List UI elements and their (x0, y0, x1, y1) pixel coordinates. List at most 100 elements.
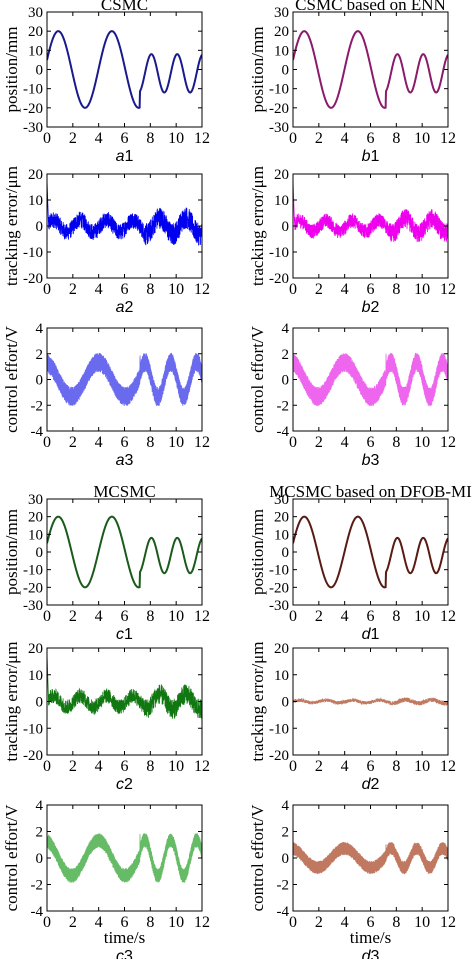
y-tick-label-c1: 0 (36, 545, 44, 561)
x-tick-label-d2: 12 (440, 758, 456, 775)
x-tick-label-c2: 6 (121, 758, 129, 775)
panel-b1: 0 2 4 6 8 10 12 -30 -20 -10 0 10 20 30 position/mm CSMC… (248, 0, 456, 165)
x-tick-label-a1: 2 (69, 130, 77, 147)
y-tick-label-b3: 2 (282, 347, 290, 363)
x-tick-label-d1: 12 (440, 608, 456, 625)
x-tick-label-a1: 0 (43, 130, 51, 147)
panel-label-a3: a3 (116, 452, 134, 469)
y-tick-label-b2: -20 (269, 271, 289, 287)
y-tick-label-a2: 10 (28, 193, 43, 209)
chart-title-c1: MCSMC (93, 482, 155, 501)
series-line-a3 (47, 352, 202, 407)
y-tick-label-b2: 10 (274, 193, 289, 209)
x-tick-label-b1: 4 (341, 130, 349, 147)
x-tick-label-b3: 6 (367, 434, 375, 451)
x-tick-label-c1: 10 (168, 608, 184, 625)
y-axis-label-d2: tracking error/μm (248, 641, 267, 761)
y-tick-label-c3: -4 (31, 904, 44, 920)
panel-a2: 0 2 4 6 8 10 12 -20 -10 0 10 20 tracking error/μm a2 (2, 166, 210, 316)
y-tick-label-a1: -10 (23, 82, 43, 98)
x-tick-label-d1: 4 (341, 608, 349, 625)
y-tick-label-b1: -20 (269, 101, 289, 117)
x-tick-label-a3: 2 (69, 434, 77, 451)
y-tick-label-b2: -10 (269, 245, 289, 261)
x-tick-label-c1: 12 (194, 608, 210, 625)
y-tick-label-d3: -4 (277, 904, 290, 920)
x-axis-label-d3: time/s (350, 928, 392, 947)
y-tick-label-b1: 30 (274, 5, 289, 21)
x-tick-label-b2: 8 (392, 281, 400, 298)
y-tick-label-a2: 20 (28, 167, 43, 183)
y-axis-label-a2: tracking error/μm (2, 166, 21, 286)
panel-a3: 0 2 4 6 8 10 12 -4 -2 0 2 4 control effort/V a3 (2, 321, 210, 469)
x-tick-label-d2: 6 (367, 758, 375, 775)
y-tick-label-c2: 0 (36, 695, 44, 711)
x-tick-label-a3: 8 (146, 434, 154, 451)
x-tick-label-d3: 2 (315, 914, 323, 931)
x-tick-label-a2: 12 (194, 281, 210, 298)
y-axis-label-b2: tracking error/μm (248, 166, 267, 286)
panel-label-d1: d1 (362, 626, 380, 643)
x-tick-label-b1: 12 (440, 130, 456, 147)
x-tick-label-c1: 8 (146, 608, 154, 625)
x-tick-label-d2: 4 (341, 758, 349, 775)
x-tick-label-b1: 10 (414, 130, 430, 147)
y-tick-label-b1: 20 (274, 24, 289, 40)
y-tick-label-d3: 2 (282, 825, 290, 841)
x-tick-label-c2: 2 (69, 758, 77, 775)
x-tick-label-c3: 8 (146, 914, 154, 931)
x-tick-label-a3: 6 (121, 434, 129, 451)
x-tick-label-d3: 6 (367, 914, 375, 931)
y-tick-label-c1: -10 (23, 563, 43, 579)
x-tick-label-d1: 8 (392, 608, 400, 625)
y-tick-label-c2: 10 (28, 668, 43, 684)
panel-b2: 0 2 4 6 8 10 12 -20 -10 0 10 20 tracking error/μm b2 (248, 166, 456, 316)
x-tick-label-d2: 0 (289, 758, 297, 775)
panel-label-d3: d3 (362, 948, 380, 959)
y-tick-label-d2: -10 (269, 721, 289, 737)
x-tick-label-a1: 6 (121, 130, 129, 147)
x-tick-label-b2: 10 (414, 281, 430, 298)
y-tick-label-d3: 4 (282, 798, 290, 814)
y-tick-label-d1: -30 (269, 598, 289, 614)
y-axis-label-c1: position/mm (2, 509, 21, 595)
x-tick-label-d1: 0 (289, 608, 297, 625)
series-line-b1 (293, 30, 448, 109)
series-line-d1 (293, 515, 448, 589)
y-tick-label-d1: 20 (274, 510, 289, 526)
y-tick-label-a3: -2 (31, 398, 44, 414)
y-tick-label-a2: -10 (23, 245, 43, 261)
y-tick-label-a1: -30 (23, 120, 43, 136)
y-tick-label-b3: -4 (277, 424, 290, 440)
x-tick-label-b3: 10 (414, 434, 430, 451)
y-tick-label-d2: 20 (274, 641, 289, 657)
panel-label-c1: c1 (116, 626, 133, 643)
x-tick-label-a3: 12 (194, 434, 210, 451)
panel-c1: 0 2 4 6 8 10 12-30-20-100102030position/mmMCSM… (2, 482, 210, 643)
x-tick-label-d1: 2 (315, 608, 323, 625)
panel-b3: 0 2 4 6 8 10 12 -4 -2 0 2 4 control effort/V b3 (248, 321, 456, 469)
y-axis-label-d1: position/mm (248, 509, 267, 595)
x-tick-label-c1: 6 (121, 608, 129, 625)
x-tick-label-b3: 2 (315, 434, 323, 451)
series-line-a1 (47, 30, 202, 109)
y-tick-label-c2: -20 (23, 748, 43, 764)
y-tick-label-d3: -2 (277, 878, 290, 894)
panel-c2: 0 2 4 6 8 10 12 -20 -10 0 10 20 tracking error/μm c2 (2, 641, 210, 793)
x-tick-label-a1: 8 (146, 130, 154, 147)
y-tick-label-c3: 0 (36, 851, 44, 867)
x-tick-label-c3: 2 (69, 914, 77, 931)
y-tick-label-a2: -20 (23, 271, 43, 287)
x-tick-label-a1: 12 (194, 130, 210, 147)
y-axis-label-b1: position/mm (248, 27, 267, 113)
x-tick-label-b1: 8 (392, 130, 400, 147)
x-tick-label-a1: 4 (95, 130, 103, 147)
x-tick-label-d3: 10 (414, 914, 430, 931)
y-tick-label-c1: 30 (28, 492, 43, 508)
y-tick-label-c1: 20 (28, 510, 43, 526)
x-tick-label-b1: 6 (367, 130, 375, 147)
x-tick-label-c3: 12 (194, 914, 210, 931)
series-line-c1 (47, 515, 202, 589)
y-tick-label-c2: 20 (28, 641, 43, 657)
